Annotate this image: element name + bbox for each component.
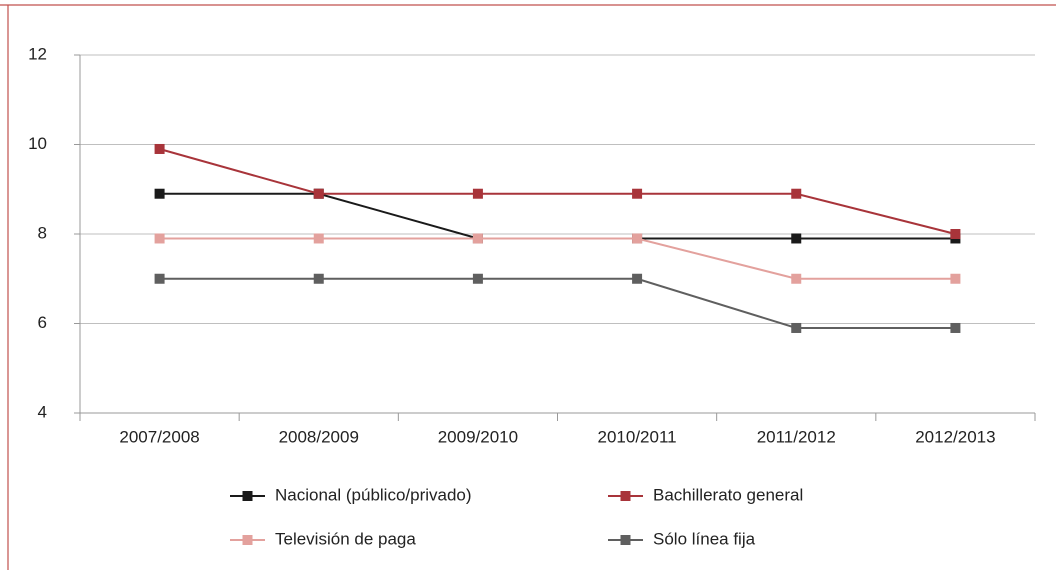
y-tick-label: 6 <box>38 313 47 332</box>
point-marker <box>472 273 483 284</box>
x-tick-label: 2010/2011 <box>598 427 677 446</box>
x-tick-label: 2008/2009 <box>279 427 359 446</box>
point-marker <box>154 188 165 199</box>
x-tick-label: 2009/2010 <box>438 427 518 446</box>
legend-label: Nacional (público/privado) <box>275 485 472 504</box>
legend-marker <box>242 491 253 501</box>
point-marker <box>472 188 483 199</box>
point-marker <box>472 233 483 244</box>
legend-label: Sólo línea fija <box>653 529 756 548</box>
point-marker <box>791 188 802 199</box>
point-marker <box>632 188 643 199</box>
y-tick-label: 12 <box>28 44 47 63</box>
legend-marker <box>242 535 253 545</box>
series-line <box>159 148 956 235</box>
point-marker <box>950 322 961 333</box>
point-marker <box>791 233 802 244</box>
legend-marker <box>620 535 631 545</box>
point-marker <box>313 188 324 199</box>
point-marker <box>791 322 802 333</box>
series-line <box>159 277 956 329</box>
legend-marker <box>620 491 631 501</box>
point-marker <box>632 233 643 244</box>
x-tick-label: 2012/2013 <box>915 427 995 446</box>
y-tick-label: 10 <box>28 134 47 153</box>
point-marker <box>950 229 961 239</box>
point-marker <box>313 233 324 244</box>
point-marker <box>950 273 961 284</box>
x-tick-label: 2007/2008 <box>119 427 199 446</box>
legend-label: Televisión de paga <box>275 529 416 548</box>
point-marker <box>632 273 643 284</box>
x-tick-label: 2011/2012 <box>757 427 836 446</box>
point-marker <box>313 273 324 284</box>
legend-label: Bachillerato general <box>653 485 803 504</box>
y-tick-label: 8 <box>38 223 47 242</box>
point-marker <box>791 273 802 284</box>
y-tick-label: 4 <box>38 402 47 421</box>
series-line <box>159 192 956 240</box>
point-marker <box>154 233 165 244</box>
point-marker <box>154 143 165 154</box>
point-marker <box>154 273 165 284</box>
series-line <box>159 237 956 280</box>
